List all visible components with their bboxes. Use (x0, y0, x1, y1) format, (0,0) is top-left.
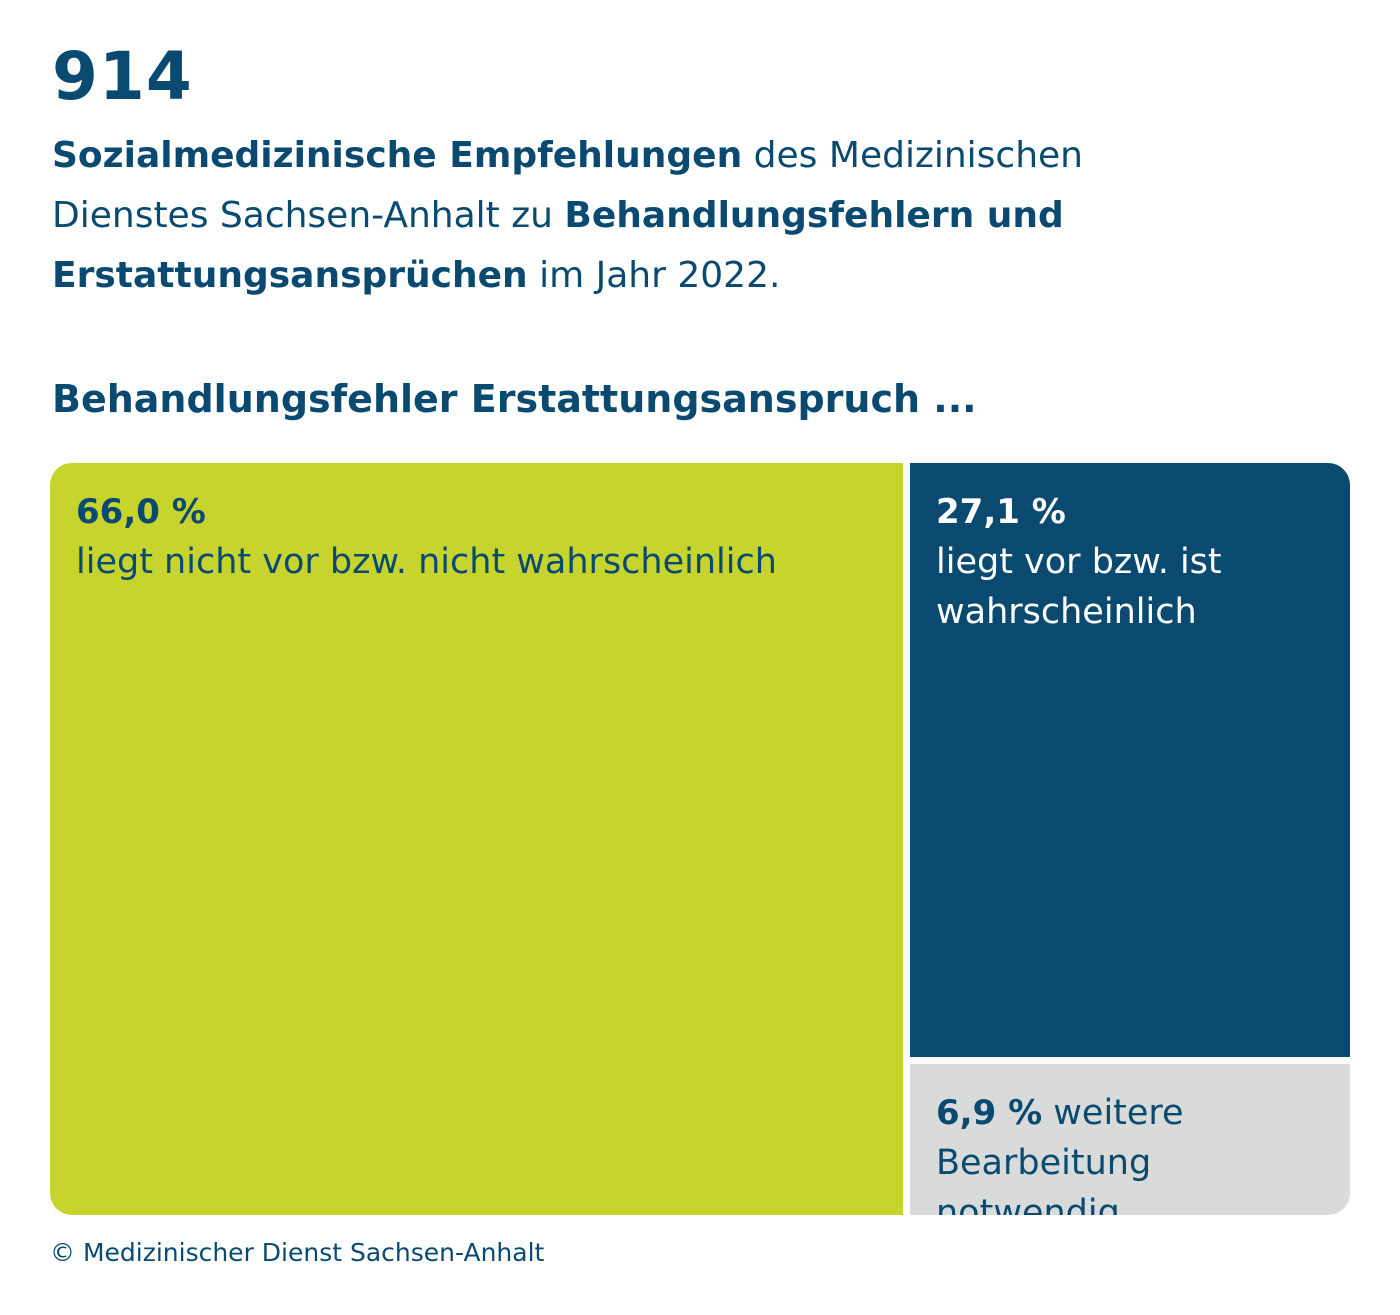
treemap-chart: 66,0 % liegt nicht vor bzw. nicht wahrsc… (50, 463, 1350, 1215)
tile-text-further-processing: 6,9 % weitere Bearbeitung notwendig (936, 1088, 1324, 1215)
headline: Sozialmedizinische Empfehlungen des Medi… (52, 126, 1172, 306)
tile-label-further-processing: weitere Bearbeitung notwendig (936, 1093, 1184, 1215)
treemap-tile-present: 27,1 % liegt vor bzw. ist wahrscheinlich (910, 463, 1350, 1057)
treemap-tile-not-present: 66,0 % liegt nicht vor bzw. nicht wahrsc… (50, 463, 903, 1215)
tile-label-not-present: liegt nicht vor bzw. nicht wahrscheinlic… (76, 542, 777, 582)
tile-value-further-processing: 6,9 % (936, 1093, 1043, 1133)
treemap-tile-further-processing: 6,9 % weitere Bearbeitung notwendig (910, 1064, 1350, 1215)
headline-part-4: im Jahr 2022. (527, 255, 781, 296)
tile-label-present: liegt vor bzw. ist wahrscheinlich (936, 542, 1222, 632)
copyright-notice: © Medizinischer Dienst Sachsen-Anhalt (50, 1238, 545, 1267)
headline-part-2: des Medizinischen Dienstes Sachsen-Anhal… (52, 135, 1083, 236)
tile-value-present: 27,1 % (936, 492, 1066, 532)
total-count: 914 (52, 38, 193, 115)
tile-value-not-present: 66,0 % (76, 492, 206, 532)
chart-title: Behandlungsfehler Erstattungsanspruch ..… (52, 377, 977, 421)
headline-part-3: Behandlungsfehlern und Erstattungsansprü… (52, 195, 1064, 296)
headline-part-1: Sozialmedizinische Empfehlungen (52, 135, 743, 176)
